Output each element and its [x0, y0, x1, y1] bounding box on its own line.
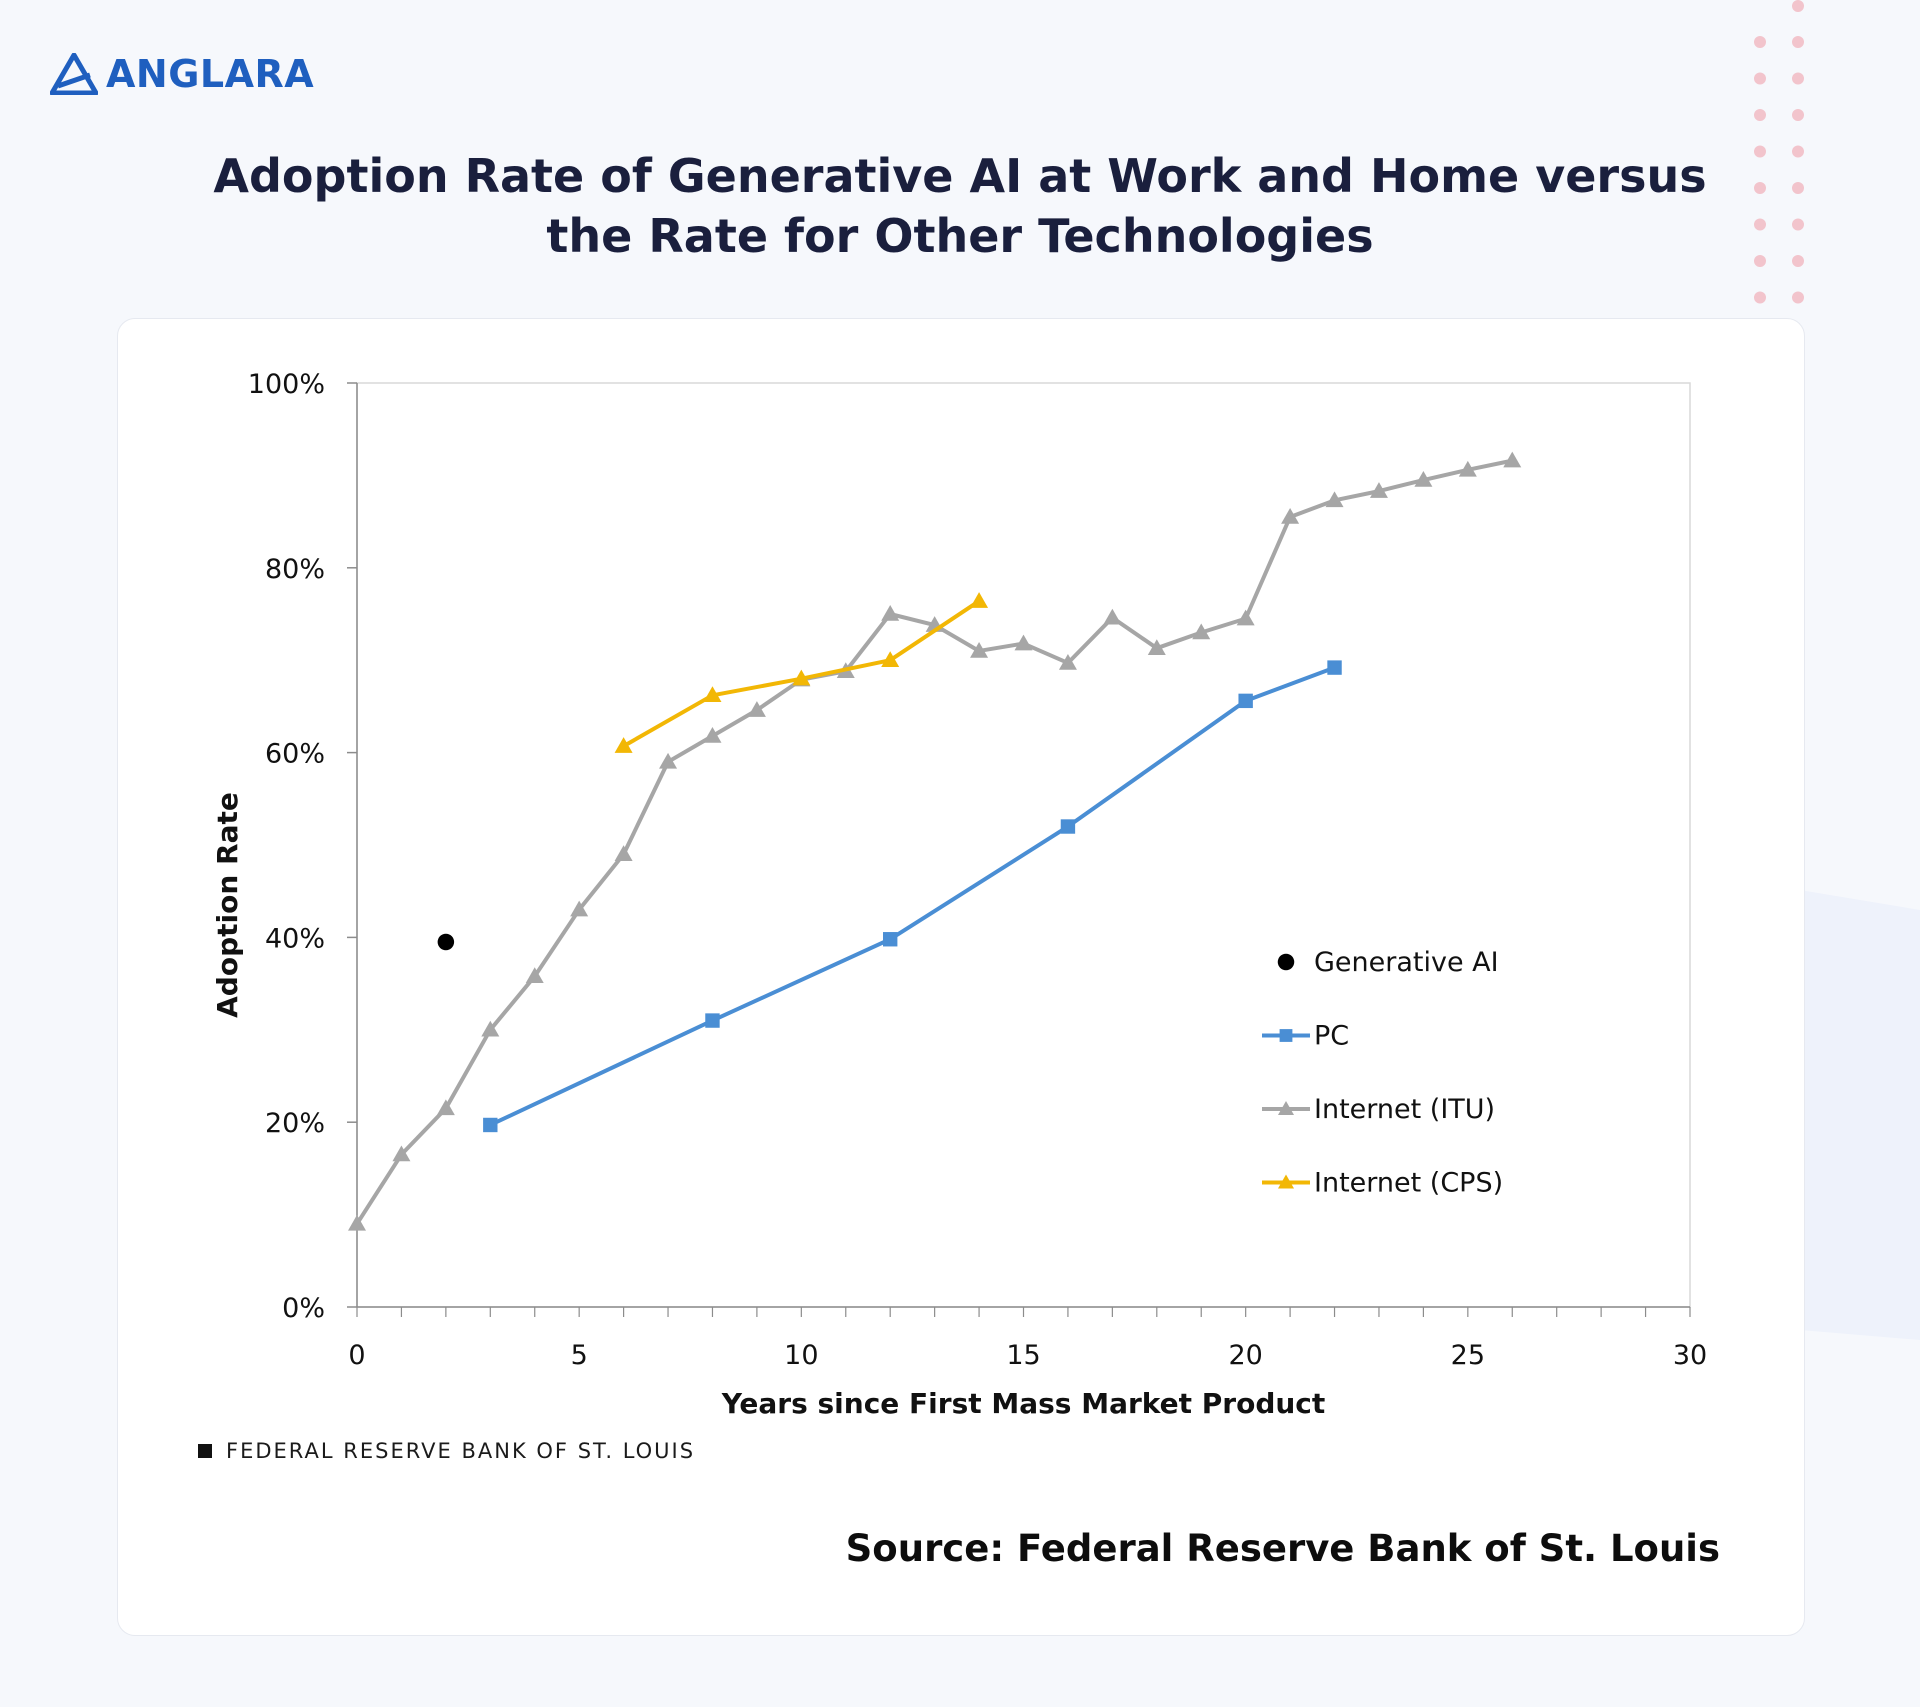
internet-itu-point	[481, 1020, 500, 1037]
generative-ai-point	[437, 933, 455, 951]
y-tick-label: 40%	[265, 923, 325, 954]
x-tick-label: 20	[1228, 1340, 1262, 1371]
x-tick-label: 0	[348, 1340, 365, 1371]
decorative-dot	[1792, 36, 1804, 48]
internet-itu-point	[525, 967, 544, 983]
decorative-dot	[1754, 109, 1766, 121]
y-tick-label: 20%	[265, 1108, 325, 1139]
decorative-dots	[1754, 0, 1804, 340]
internet-itu-point	[1281, 507, 1300, 524]
internet-itu-point	[747, 701, 766, 717]
internet-itu-point	[1414, 471, 1433, 487]
pc-point	[483, 1117, 498, 1133]
decorative-dot	[1792, 182, 1804, 194]
internet-itu-point	[1192, 623, 1211, 640]
brand-name: ANGLARA	[106, 52, 315, 96]
internet-itu-point	[881, 605, 900, 621]
decorative-dot	[1792, 0, 1804, 12]
page-title: Adoption Rate of Generative AI at Work a…	[160, 146, 1760, 266]
source-note: Source: Federal Reserve Bank of St. Loui…	[845, 1527, 1720, 1570]
pc-point	[705, 1013, 720, 1028]
internet-itu-point	[1503, 451, 1522, 468]
internet-itu-point	[1058, 653, 1077, 670]
legend-marker-internet-cps	[1278, 1174, 1294, 1189]
series-internet-cps	[614, 592, 989, 753]
decorative-dot	[1754, 72, 1766, 85]
brand-logo: ANGLARA	[50, 50, 314, 98]
series-pc	[483, 660, 1342, 1133]
decorative-dot	[1792, 109, 1804, 121]
decorative-dot	[1754, 36, 1766, 48]
decorative-dot	[1754, 218, 1766, 231]
pc-point	[1327, 660, 1342, 675]
pc-point	[1238, 693, 1253, 709]
footer-mark-text: FEDERAL RESERVE BANK OF ST. LOUIS	[226, 1439, 696, 1463]
x-axis-title: Years since First Mass Market Product	[721, 1387, 1326, 1420]
x-tick-label: 5	[571, 1340, 588, 1371]
legend-marker-internet-itu	[1278, 1101, 1294, 1115]
internet-cps-point	[703, 686, 722, 703]
background-shape	[1800, 890, 1920, 1340]
decorative-dot	[1792, 72, 1804, 85]
legend-label-pc: PC	[1314, 1021, 1349, 1052]
internet-cps-point	[881, 651, 900, 667]
internet-itu-point	[1014, 634, 1033, 651]
series-generative-ai	[437, 933, 455, 951]
internet-itu-point	[1458, 460, 1477, 477]
legend-marker-generative-ai	[1277, 953, 1295, 971]
internet-itu-point	[970, 641, 989, 658]
internet-itu-point	[1325, 491, 1344, 508]
x-tick-label: 30	[1673, 1340, 1707, 1371]
x-tick-label: 10	[784, 1340, 818, 1371]
decorative-dot	[1792, 291, 1804, 304]
decorative-dot	[1754, 145, 1766, 158]
y-tick-label: 60%	[265, 739, 325, 770]
internet-itu-point	[614, 845, 633, 861]
internet-itu-point	[703, 726, 722, 743]
legend-marker-pc	[1279, 1029, 1293, 1042]
y-tick-label: 0%	[282, 1293, 325, 1324]
legend-label-internet-itu: Internet (ITU)	[1314, 1094, 1495, 1125]
title-line-2: the Rate for Other Technologies	[546, 209, 1374, 263]
internet-cps-point	[792, 669, 811, 686]
y-tick-label: 100%	[248, 369, 325, 400]
footer-mark: FEDERAL RESERVE BANK OF ST. LOUIS	[198, 1438, 695, 1464]
y-axis-title: Adoption Rate	[211, 792, 244, 1018]
triangle-logo-icon	[50, 53, 98, 95]
internet-cps-point	[614, 737, 633, 753]
decorative-dot	[1754, 291, 1766, 304]
internet-itu-point	[659, 752, 678, 769]
footer-square-icon	[198, 1444, 212, 1458]
decorative-dot	[1792, 255, 1804, 267]
pc-point	[1060, 819, 1076, 834]
decorative-dot	[1792, 218, 1804, 231]
internet-cps-point	[970, 592, 989, 608]
decorative-dot	[1792, 145, 1804, 158]
internet-itu-point	[1147, 639, 1166, 655]
internet-itu-point	[1369, 482, 1388, 498]
internet-itu-point	[348, 1214, 366, 1231]
x-tick-label: 15	[1006, 1340, 1040, 1371]
chart-card	[117, 318, 1805, 1636]
x-tick-label: 25	[1451, 1340, 1485, 1371]
internet-itu-point	[436, 1099, 455, 1116]
internet-itu-point	[1103, 608, 1122, 625]
title-line-1: Adoption Rate of Generative AI at Work a…	[213, 149, 1707, 203]
decorative-dot	[1754, 255, 1766, 267]
series-line-pc	[489, 665, 1336, 1127]
y-tick-label: 80%	[265, 554, 325, 585]
internet-itu-point	[1236, 609, 1255, 626]
legend: Generative AI PC Internet (ITU) Internet (C…	[1262, 947, 1503, 1199]
decorative-dot	[1754, 182, 1766, 194]
internet-itu-point	[392, 1145, 411, 1162]
legend-label-generative-ai: Generative AI	[1314, 947, 1499, 978]
internet-itu-point	[570, 900, 589, 917]
pc-point	[883, 932, 898, 947]
legend-label-internet-cps: Internet (CPS)	[1314, 1168, 1503, 1199]
